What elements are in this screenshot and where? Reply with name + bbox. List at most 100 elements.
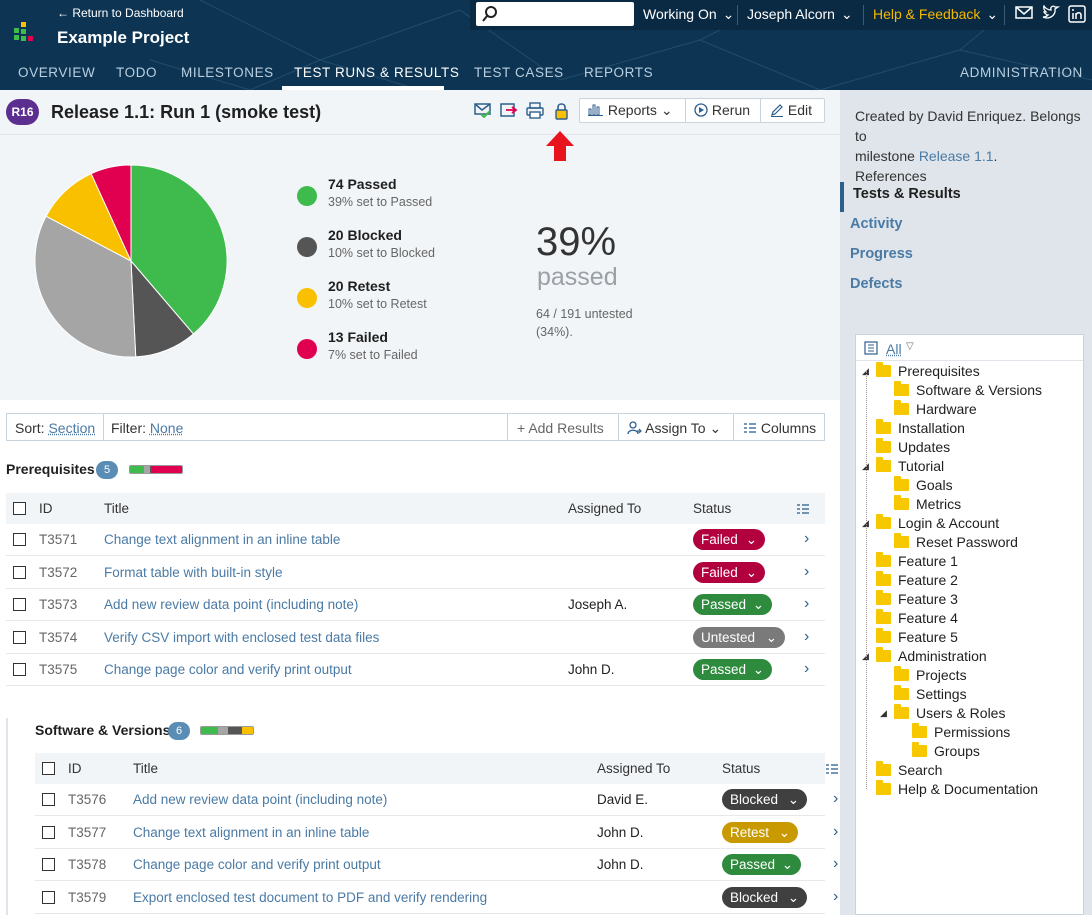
print-icon[interactable]	[526, 102, 544, 119]
test-title-link[interactable]: Add new review data point (including not…	[133, 792, 388, 807]
tree-node[interactable]: Login & Account	[876, 514, 999, 534]
select-all-checkbox[interactable]	[42, 762, 55, 775]
chevron-right-icon[interactable]: ›	[804, 627, 810, 645]
column-settings-icon[interactable]	[825, 763, 839, 775]
tree-expander-icon[interactable]: ◢	[880, 708, 887, 718]
tree-node[interactable]: Administration	[876, 647, 987, 667]
tab-overview[interactable]: OVERVIEW	[18, 65, 96, 80]
app-logo-icon[interactable]	[14, 22, 36, 44]
chevron-right-icon[interactable]: ›	[804, 530, 810, 547]
test-title-link[interactable]: Change text alignment in an inline table	[104, 532, 341, 547]
add-results-button[interactable]: + Add Results	[517, 420, 604, 436]
table-row[interactable]: T3574 Verify CSV import with enclosed te…	[6, 621, 825, 654]
table-row[interactable]: T3576 Add new review data point (includi…	[35, 784, 838, 816]
section-title[interactable]: Prerequisites	[6, 461, 95, 477]
row-checkbox[interactable]	[13, 630, 26, 644]
tree-node[interactable]: Feature 4	[876, 609, 958, 629]
edit-button[interactable]: Edit	[770, 99, 812, 122]
status-dropdown[interactable]: Untested ⌄	[693, 626, 785, 648]
tab-milestones[interactable]: MILESTONES	[181, 65, 274, 80]
tree-node[interactable]: Installation	[876, 419, 965, 439]
rerun-button[interactable]: Rerun	[694, 99, 750, 122]
tab-test-runs-results[interactable]: TEST RUNS & RESULTS	[294, 65, 460, 80]
mail-icon[interactable]	[1015, 5, 1033, 21]
row-checkbox[interactable]	[42, 890, 55, 904]
column-header-status[interactable]: Status	[693, 501, 732, 516]
side-nav-defects[interactable]: Defects	[850, 276, 903, 292]
columns-button[interactable]: Columns	[743, 420, 816, 436]
test-title-link[interactable]: Change page color and verify print outpu…	[133, 857, 381, 872]
status-dropdown[interactable]: Passed ⌄	[693, 659, 772, 680]
table-row[interactable]: T3578 Change page color and verify print…	[35, 849, 838, 881]
status-dropdown[interactable]: Blocked ⌄	[722, 886, 807, 908]
filter-value-link[interactable]: None	[149, 420, 184, 436]
sort-control[interactable]: Sort: Section	[15, 420, 95, 436]
tree-node[interactable]: Feature 1	[876, 552, 958, 572]
tree-expander-icon[interactable]: ◢	[862, 366, 869, 376]
status-dropdown[interactable]: Passed ⌄	[693, 594, 772, 615]
chevron-right-icon[interactable]: ›	[833, 887, 839, 905]
caret-down-icon[interactable]: ▽	[906, 341, 914, 352]
milestone-link[interactable]: Release 1.1	[918, 148, 994, 164]
tree-node[interactable]: Groups	[912, 742, 980, 762]
tree-expander-icon[interactable]: ◢	[862, 518, 869, 528]
test-title-link[interactable]: Change text alignment in an inline table	[133, 824, 370, 840]
status-dropdown[interactable]: Passed ⌄	[722, 854, 801, 875]
column-header-status[interactable]: Status	[722, 761, 761, 776]
column-header-title[interactable]: Title	[133, 761, 159, 776]
tab-administration[interactable]: ADMINISTRATION	[960, 65, 1083, 80]
tree-node[interactable]: Goals	[894, 476, 953, 496]
tree-node[interactable]: Search	[876, 761, 942, 781]
test-title-link[interactable]: Change page color and verify print outpu…	[104, 662, 352, 677]
tree-node[interactable]: Prerequisites	[876, 362, 980, 382]
column-header-assigned[interactable]: Assigned To	[597, 761, 671, 776]
column-header-id[interactable]: ID	[68, 761, 82, 776]
test-title-link[interactable]: Add new review data point (including not…	[104, 597, 359, 612]
tree-node[interactable]: Permissions	[912, 723, 1010, 743]
chevron-right-icon[interactable]: ›	[833, 790, 839, 807]
row-checkbox[interactable]	[13, 533, 26, 546]
tree-node[interactable]: Software & Versions	[894, 381, 1042, 401]
tree-node[interactable]: Metrics	[894, 495, 961, 515]
tree-filter-all-link[interactable]: All	[886, 341, 902, 357]
tree-node[interactable]: Projects	[894, 666, 967, 686]
user-menu[interactable]: Joseph Alcorn ⌄	[747, 6, 853, 23]
tree-node[interactable]: Updates	[876, 438, 950, 458]
tree-node[interactable]: Tutorial	[876, 457, 944, 477]
chevron-right-icon[interactable]: ›	[833, 855, 839, 872]
sort-value-link[interactable]: Section	[48, 420, 96, 436]
tree-node[interactable]: Hardware	[894, 400, 977, 420]
table-row[interactable]: T3572 Format table with built-in style F…	[6, 556, 825, 589]
reports-button[interactable]: Reports ⌄	[588, 99, 673, 122]
status-dropdown[interactable]: Failed ⌄	[693, 529, 765, 550]
section-title[interactable]: Software & Versions	[35, 722, 171, 738]
tree-expander-icon[interactable]: ◢	[862, 651, 869, 661]
twitter-icon[interactable]	[1042, 5, 1060, 21]
select-all-checkbox[interactable]	[13, 502, 26, 515]
filter-control[interactable]: Filter: None	[111, 420, 183, 436]
tab-todo[interactable]: TODO	[116, 65, 158, 80]
column-settings-icon[interactable]	[796, 503, 810, 515]
side-nav-activity[interactable]: Activity	[850, 216, 903, 232]
tree-node[interactable]: Help & Documentation	[876, 780, 1038, 800]
chevron-right-icon[interactable]: ›	[804, 562, 810, 580]
row-checkbox[interactable]	[42, 793, 55, 806]
return-to-dashboard-link[interactable]: ← Return to Dashboard	[57, 6, 184, 20]
working-on-menu[interactable]: Working On ⌄	[643, 6, 734, 23]
column-header-id[interactable]: ID	[39, 501, 53, 516]
column-header-title[interactable]: Title	[104, 501, 130, 516]
table-row[interactable]: T3573 Add new review data point (includi…	[6, 589, 825, 621]
chevron-right-icon[interactable]: ›	[804, 660, 810, 677]
test-title-link[interactable]: Export enclosed test document to PDF and…	[133, 889, 488, 905]
tree-node[interactable]: Feature 3	[876, 590, 958, 610]
test-title-link[interactable]: Verify CSV import with enclosed test dat…	[104, 629, 380, 645]
search-input[interactable]	[476, 2, 634, 26]
help-feedback-menu[interactable]: Help & Feedback ⌄	[873, 6, 998, 23]
export-icon[interactable]	[500, 102, 518, 118]
side-nav-tests-results[interactable]: Tests & Results	[853, 186, 961, 202]
test-title-link[interactable]: Format table with built-in style	[104, 564, 283, 580]
table-row[interactable]: T3579 Export enclosed test document to P…	[35, 881, 838, 914]
assign-to-button[interactable]: Assign To ⌄	[627, 420, 721, 437]
row-checkbox[interactable]	[13, 663, 26, 676]
column-header-assigned[interactable]: Assigned To	[568, 501, 642, 516]
